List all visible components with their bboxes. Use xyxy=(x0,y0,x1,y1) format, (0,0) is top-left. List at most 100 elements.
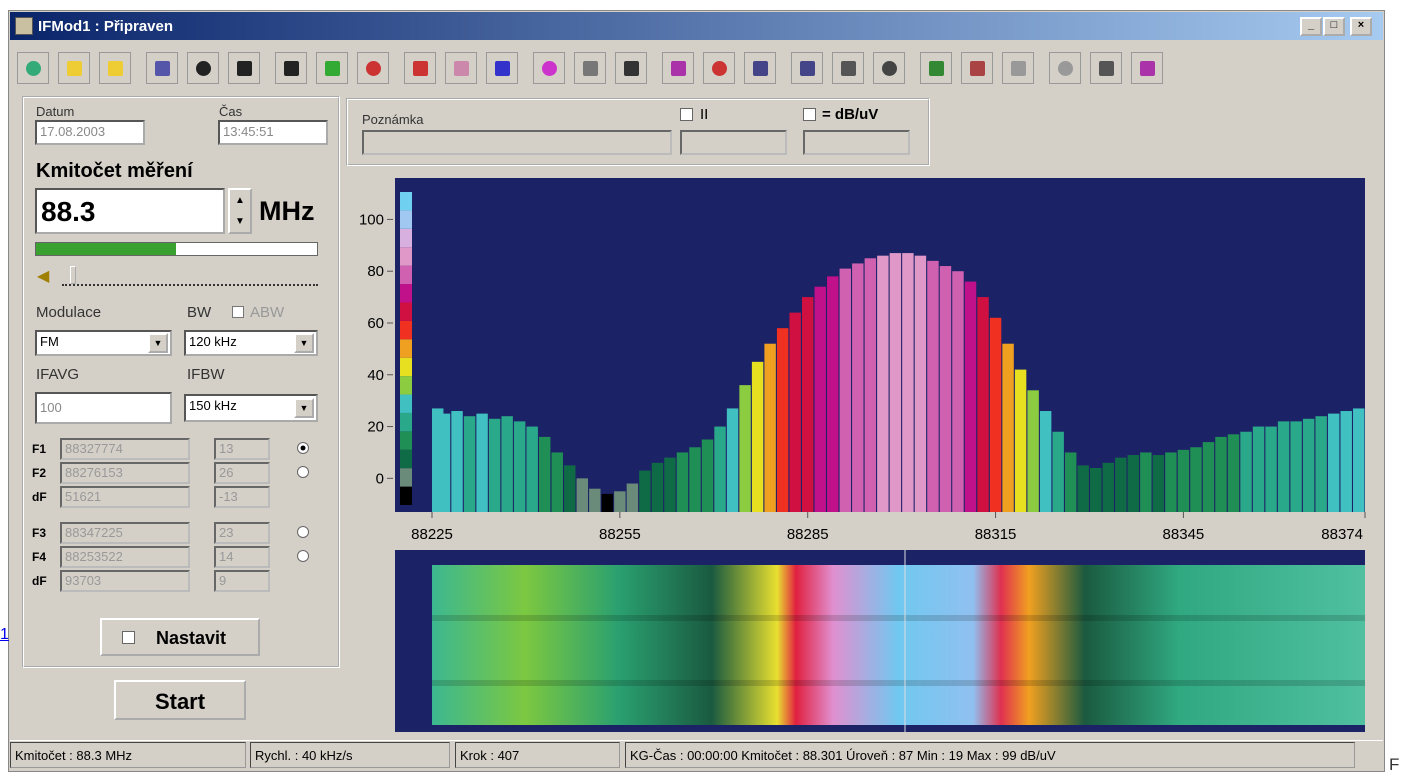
spectrum-bar xyxy=(1240,432,1251,512)
colorbar-swatch xyxy=(400,266,412,284)
spectrum-bar xyxy=(1328,414,1339,512)
waterfall-band xyxy=(432,680,1365,686)
spectrum-bar xyxy=(1290,421,1301,512)
spectrum-bar xyxy=(639,471,650,512)
spectrum-bar xyxy=(965,282,976,512)
spectrum-bar xyxy=(627,484,638,512)
spectrum-bar xyxy=(902,253,913,512)
spectrum-bar xyxy=(815,287,826,512)
spectrum-bar xyxy=(827,276,838,512)
spectrum-bar xyxy=(1052,432,1063,512)
spectrum-bar xyxy=(1303,419,1314,512)
spectrum-bar xyxy=(1153,455,1164,512)
spectrum-bar xyxy=(1065,452,1076,512)
spectrum-bar xyxy=(589,489,600,512)
x-tick-label: 88285 xyxy=(787,526,829,543)
colorbar-swatch xyxy=(400,487,412,505)
spectrum-bar xyxy=(1115,458,1126,512)
colorbar-swatch xyxy=(400,321,412,339)
spectrum-bar xyxy=(652,463,663,512)
spectrum-bar xyxy=(977,297,988,512)
colorbar-swatch xyxy=(400,450,412,468)
spectrum-bar xyxy=(489,419,500,512)
spectrum-bar xyxy=(1190,447,1201,512)
x-tick-label: 88345 xyxy=(1163,526,1205,543)
spectrum-bar xyxy=(840,269,851,512)
spectrum-bar xyxy=(1040,411,1051,512)
spectrum-bar xyxy=(952,271,963,512)
y-tick-label: 0 xyxy=(376,470,384,487)
spectrum-bar xyxy=(514,421,525,512)
spectrum-bar xyxy=(689,447,700,512)
spectrum-bar xyxy=(1340,411,1351,512)
colorbar-swatch xyxy=(400,358,412,376)
spectrum-bar xyxy=(464,416,475,512)
colorbar-swatch xyxy=(400,192,412,210)
spectrum-bar xyxy=(990,318,1001,512)
spectrum-bar xyxy=(1278,421,1289,512)
x-tick-label: 88225 xyxy=(411,526,453,543)
spectrum-bar xyxy=(927,261,938,512)
page: IFMod1 : Připraven _ □ × Datum 17.08.200… xyxy=(0,0,1405,774)
spectrum-bar xyxy=(526,427,537,512)
spectrum-bar xyxy=(439,414,450,512)
spectrum-bar xyxy=(1265,427,1276,512)
colorbar-swatch xyxy=(400,210,412,228)
spectrum-bar xyxy=(552,452,563,512)
spectrum-bar xyxy=(702,440,713,512)
y-tick-label: 60 xyxy=(367,315,384,332)
spectrum-bar xyxy=(777,328,788,512)
spectrum-bar xyxy=(789,313,800,512)
spectrum-bar xyxy=(940,266,951,512)
spectrum-bar xyxy=(1002,344,1013,512)
spectrum-bar xyxy=(764,344,775,512)
colorbar-swatch xyxy=(400,431,412,449)
x-tick-label: 88255 xyxy=(599,526,641,543)
spectrum-bar xyxy=(727,408,738,512)
spectrum-chart: 0204060801008822588255882858831588345883… xyxy=(0,0,1405,774)
spectrum-bar xyxy=(1353,408,1364,512)
waterfall-band xyxy=(432,615,1365,621)
spectrum-bar xyxy=(677,452,688,512)
x-tick-label: 88315 xyxy=(975,526,1017,543)
y-tick-label: 40 xyxy=(367,367,384,384)
spectrum-bar xyxy=(1103,463,1114,512)
spectrum-bar xyxy=(614,491,625,512)
waterfall xyxy=(432,565,1365,725)
spectrum-bar xyxy=(1078,465,1089,512)
status-item: Rychl. : 40 kHz/s xyxy=(250,742,450,768)
spectrum-bar xyxy=(852,263,863,512)
spectrum-bar xyxy=(1128,455,1139,512)
spectrum-bar xyxy=(865,258,876,512)
spectrum-bar xyxy=(714,427,725,512)
spectrum-bar xyxy=(577,478,588,512)
spectrum-bar xyxy=(1015,370,1026,512)
colorbar-swatch xyxy=(400,229,412,247)
spectrum-bar xyxy=(752,362,763,512)
stray-link[interactable]: 1 xyxy=(0,626,9,644)
colorbar-swatch xyxy=(400,413,412,431)
spectrum-bar xyxy=(1027,390,1038,512)
spectrum-bar xyxy=(1165,452,1176,512)
colorbar-swatch xyxy=(400,339,412,357)
spectrum-bar xyxy=(664,458,675,512)
colorbar-swatch xyxy=(400,395,412,413)
spectrum-bar xyxy=(1315,416,1326,512)
spectrum-bar xyxy=(890,253,901,512)
x-tick-label: 88374 xyxy=(1321,526,1363,543)
spectrum-bar xyxy=(1215,437,1226,512)
spectrum-bar xyxy=(501,416,512,512)
spectrum-bar xyxy=(915,256,926,512)
spectrum-bar xyxy=(739,385,750,512)
colorbar-swatch xyxy=(400,302,412,320)
spectrum-bar xyxy=(1253,427,1264,512)
spectrum-bar xyxy=(1178,450,1189,512)
y-tick-label: 100 xyxy=(359,211,384,228)
spectrum-bar xyxy=(451,411,462,512)
status-item: KG-Čas : 00:00:00 Kmitočet : 88.301 Úrov… xyxy=(625,742,1355,768)
colorbar-swatch xyxy=(400,376,412,394)
spectrum-bar xyxy=(1090,468,1101,512)
colorbar-swatch xyxy=(400,247,412,265)
y-tick-label: 80 xyxy=(367,263,384,280)
spectrum-bar xyxy=(1203,442,1214,512)
